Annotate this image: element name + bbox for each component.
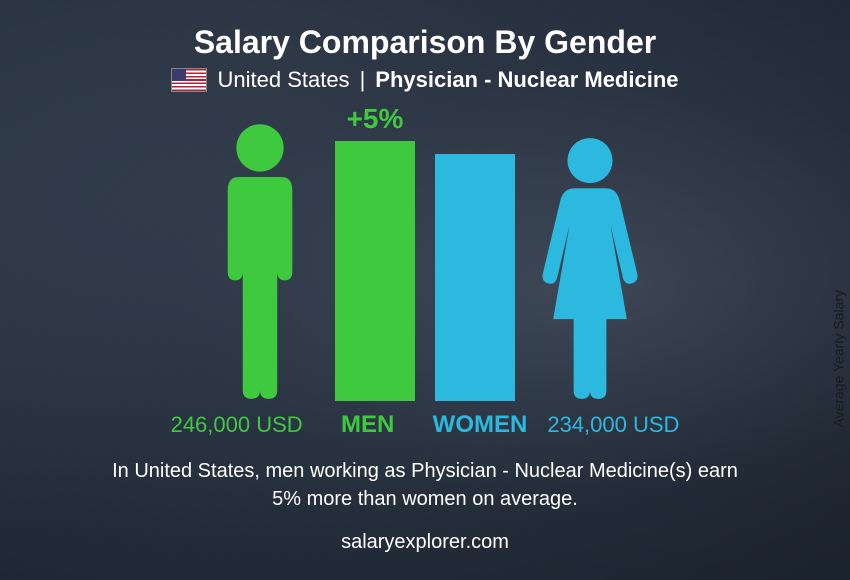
- woman-icon: [535, 135, 645, 401]
- women-bar: [435, 154, 515, 401]
- labels-row: 246,000 USD MEN WOMEN 234,000 USD: [40, 411, 810, 439]
- women-salary: 234,000 USD: [547, 412, 717, 438]
- country-label: United States: [217, 67, 349, 93]
- women-figure-column: [535, 103, 645, 401]
- men-salary: 246,000 USD: [133, 412, 303, 438]
- women-bar-column: [435, 103, 515, 401]
- men-label: MEN: [323, 411, 413, 439]
- men-bar: [335, 141, 415, 401]
- men-bar-column: +5%: [335, 103, 415, 401]
- description-text: In United States, men working as Physici…: [40, 457, 810, 513]
- chart-area: +5%: [40, 103, 810, 401]
- us-flag-icon: [171, 68, 207, 92]
- percent-diff-label: +5%: [347, 103, 404, 135]
- separator: |: [360, 67, 366, 93]
- women-label: WOMEN: [433, 411, 528, 439]
- occupation-label: Physician - Nuclear Medicine: [375, 67, 678, 93]
- page-title: Salary Comparison By Gender: [40, 24, 810, 61]
- footer-link: salaryexplorer.com: [40, 531, 810, 554]
- subtitle: United States | Physician - Nuclear Medi…: [40, 67, 810, 93]
- y-axis-label: Average Yearly Salary: [830, 290, 846, 428]
- men-figure-column: [205, 103, 315, 401]
- man-icon: [205, 121, 315, 401]
